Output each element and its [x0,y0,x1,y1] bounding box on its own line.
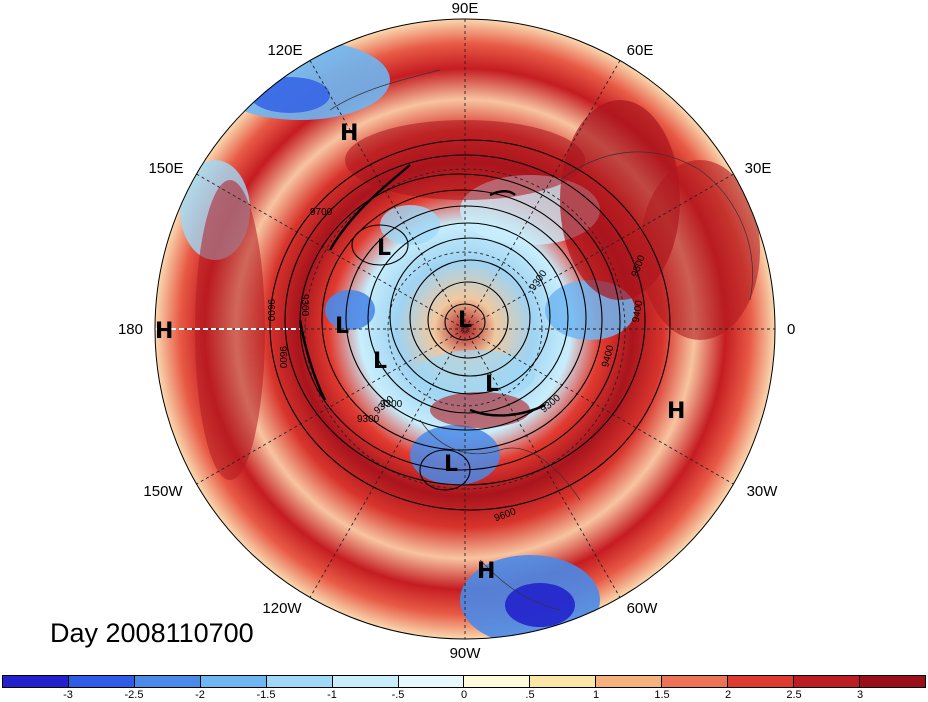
contour-label: 9300 [380,399,403,410]
lon-label-60e: 60E [627,42,654,59]
colorbar-box [794,676,860,687]
low-pressure-marker: L [485,372,499,397]
lon-label-60w: 60W [627,600,659,617]
colorbar-tick-label: 3 [856,689,864,701]
colorbar-tick-label: -.5 [391,689,405,701]
colorbar-tick-label: -1 [327,689,337,701]
lon-label-0: 0 [787,321,795,338]
low-pressure-marker: L [373,349,387,374]
map-border [154,18,776,640]
high-pressure-marker: H [667,399,685,424]
colorbar-box [859,676,925,687]
colorbar-box [728,676,795,687]
colorbar-tick-label: 2 [724,689,732,701]
contour-label: 9300 [357,414,380,425]
colorbar-box [464,676,531,687]
contour-label: 9300 [299,294,310,317]
high-pressure-marker: H [477,559,495,584]
coastlines [329,69,753,611]
low-pressure-marker: L [377,236,391,261]
colorbar [2,675,926,688]
colorbar-tick-label: .5 [525,689,535,701]
lon-label-90w: 90W [450,645,482,662]
colorbar-box [332,676,399,687]
thick-jet-contours [298,164,546,417]
lon-label-120w: 120W [262,600,302,617]
anomaly-field [155,19,775,639]
colorbar-tick-label: 2.5 [786,689,802,701]
colorbar-box [134,676,201,687]
colorbar-tick-label: -1.5 [256,689,276,701]
high-pressure-marker: H [340,121,358,146]
low-pressure-marker: L [335,314,349,339]
high-pressure-marker: H [155,319,173,344]
lon-label-150w: 150W [143,483,183,500]
date-title: Day 2008110700 [50,618,254,648]
low-pressure-marker: L [458,308,472,333]
colorbar-tick-label: -2 [195,689,205,701]
lon-label-90e: 90E [452,0,479,17]
lon-label-120e: 120E [267,42,302,59]
colorbar-tick-label: -3 [63,689,73,701]
lon-label-150e: 150E [148,160,183,177]
colorbar-labels: -3 -2.5 -2 -1.5 -1 -.5 0 .5 1 1.5 2 2.5 3 [2,689,926,702]
lon-label-180: 180 [118,321,143,338]
lon-label-30w: 30W [747,483,779,500]
colorbar-box [662,676,729,687]
colorbar-box [530,676,597,687]
contour-label: 9600 [277,346,288,369]
colorbar-box [68,676,135,687]
colorbar-tick-label: 0 [460,689,468,701]
colorbar-box [266,676,333,687]
colorbar-box [3,676,69,687]
colorbar-box [596,676,663,687]
contour-label: 9600 [265,299,276,322]
colorbar-box [200,676,267,687]
colorbar-box [398,676,465,687]
contour-label: 9700 [310,207,333,218]
graticule [155,19,775,639]
colorbar-tick-label: 1.5 [654,689,670,701]
colorbar-tick-label: 1 [592,689,600,701]
colorbar-tick-label: -2.5 [124,689,144,701]
low-pressure-marker: L [444,452,458,477]
lon-label-30e: 30E [745,160,772,177]
contour-label: 9400 [631,299,646,323]
